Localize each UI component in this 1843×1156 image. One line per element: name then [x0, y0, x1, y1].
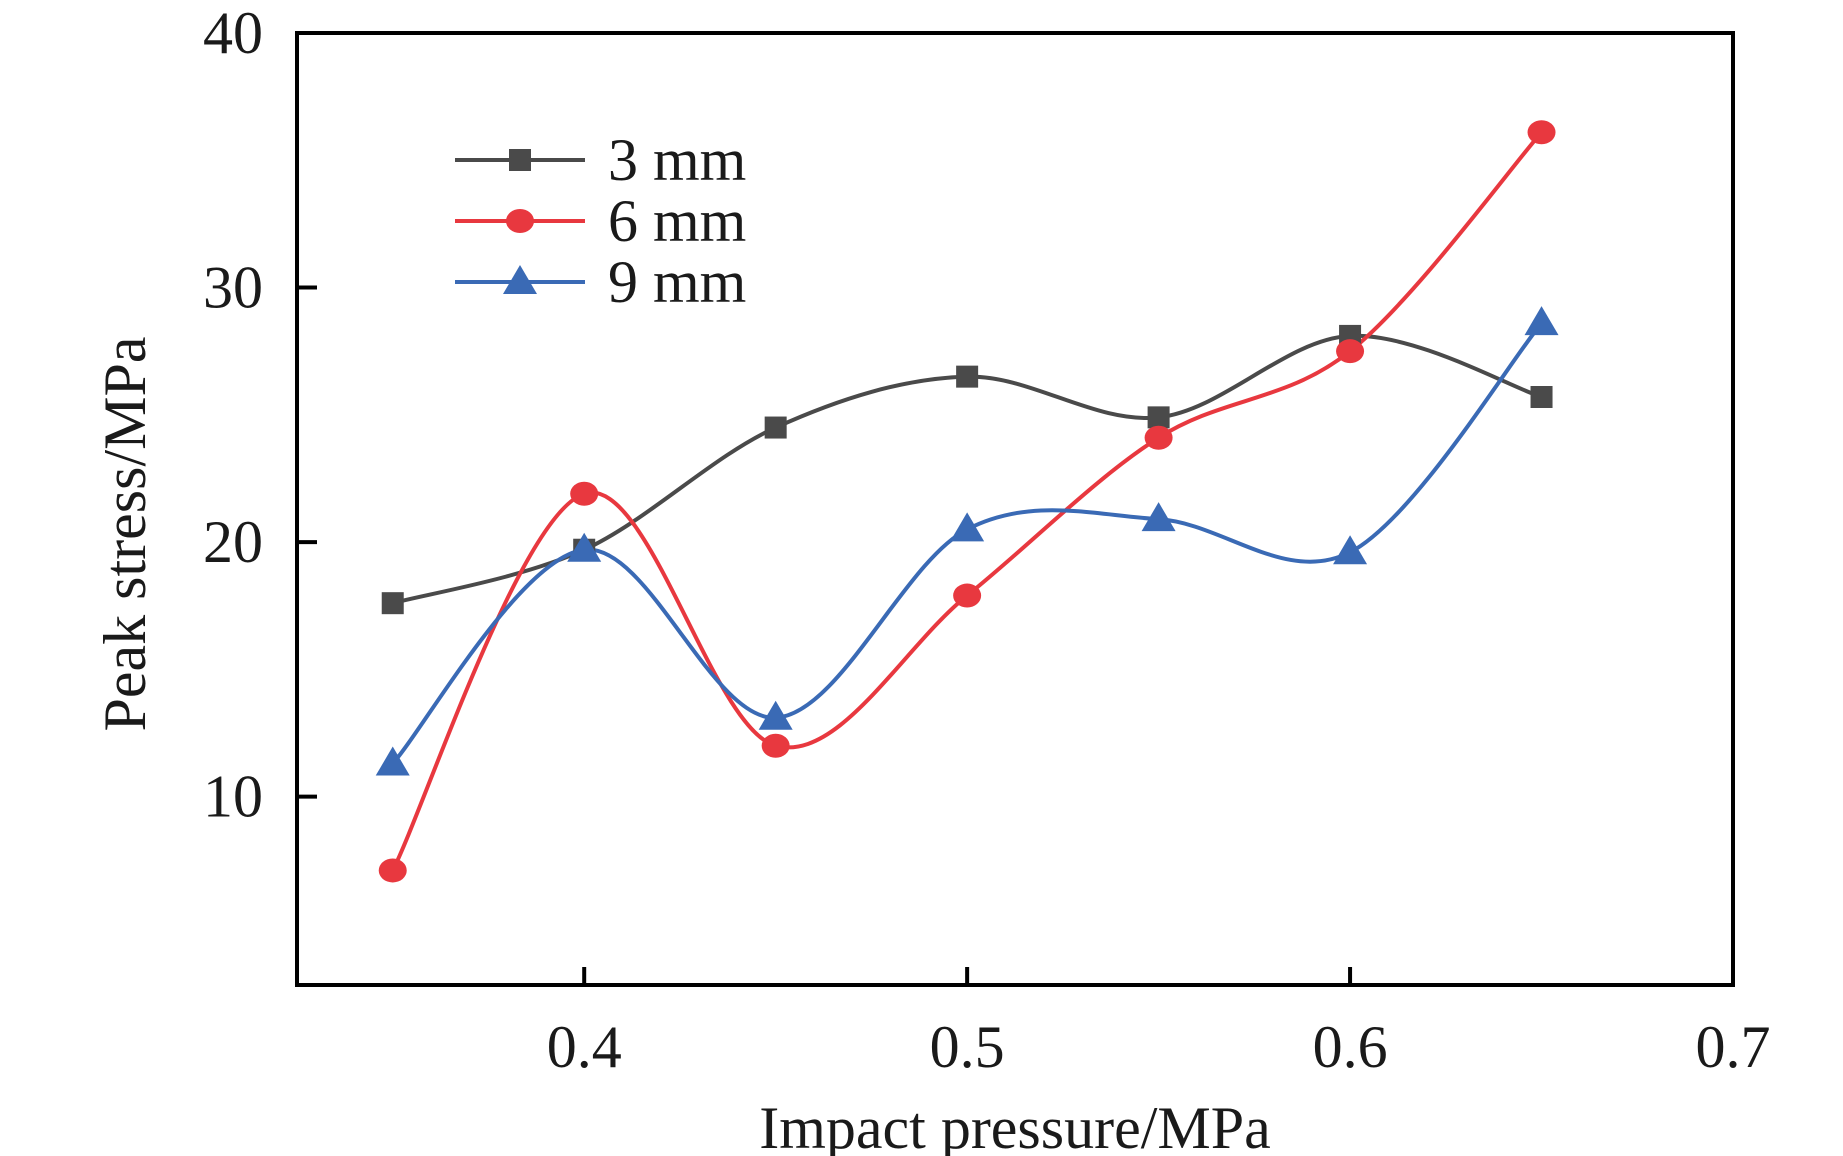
data-point-9mm [758, 700, 793, 730]
legend-label: 6 mm [608, 188, 746, 254]
legend-label: 9 mm [608, 249, 746, 315]
data-point-3mm [1147, 406, 1170, 429]
data-point-9mm [1524, 306, 1559, 336]
marker-layer [375, 120, 1559, 883]
y-axis-title: Peak stress/MPa [92, 337, 158, 732]
data-point-9mm [950, 512, 985, 542]
y-tick-label: 40 [203, 0, 263, 66]
series-line-9mm [391, 321, 1544, 765]
y-tick-label: 20 [203, 509, 263, 575]
y-axis: 10 20 30 40 [203, 0, 317, 830]
x-axis-title: Impact pressure/MPa [759, 1095, 1271, 1156]
data-point-6mm [378, 858, 407, 883]
data-point-9mm [567, 532, 602, 562]
x-tick-label: 0.4 [547, 1014, 622, 1080]
x-tick-label: 0.5 [930, 1014, 1005, 1080]
legend-label: 3 mm [608, 127, 746, 193]
data-point-3mm [1530, 386, 1553, 408]
series-layer [390, 130, 1544, 872]
legend: 3 mm6 mm9 mm [455, 127, 746, 315]
data-point-6mm [1527, 120, 1556, 145]
data-point-3mm [956, 365, 979, 388]
data-point-9mm [1141, 502, 1176, 532]
data-point-9mm [375, 746, 410, 776]
data-point-6mm [761, 733, 790, 758]
legend-marker-circle-icon [506, 209, 534, 233]
data-point-6mm [1144, 425, 1173, 450]
data-point-3mm [381, 592, 404, 615]
data-point-6mm [953, 583, 982, 608]
data-point-6mm [570, 481, 599, 506]
data-point-9mm [1333, 535, 1368, 565]
data-point-6mm [1336, 339, 1365, 364]
data-point-3mm [764, 416, 787, 439]
y-tick-label: 10 [203, 764, 263, 830]
legend-marker-triangle-icon [503, 265, 537, 294]
x-tick-label: 0.6 [1313, 1014, 1388, 1080]
legend-marker-square-icon [509, 149, 531, 171]
series-line-6mm [390, 130, 1544, 872]
legend-item: 9 mm [455, 249, 746, 315]
x-axis: 0.4 0.5 0.6 0.7 [547, 967, 1771, 1080]
plot-frame [295, 31, 1735, 987]
legend-item: 3 mm [455, 127, 746, 193]
legend-item: 6 mm [455, 188, 746, 254]
y-tick-label: 30 [203, 255, 263, 321]
x-tick-label: 0.7 [1696, 1014, 1771, 1080]
